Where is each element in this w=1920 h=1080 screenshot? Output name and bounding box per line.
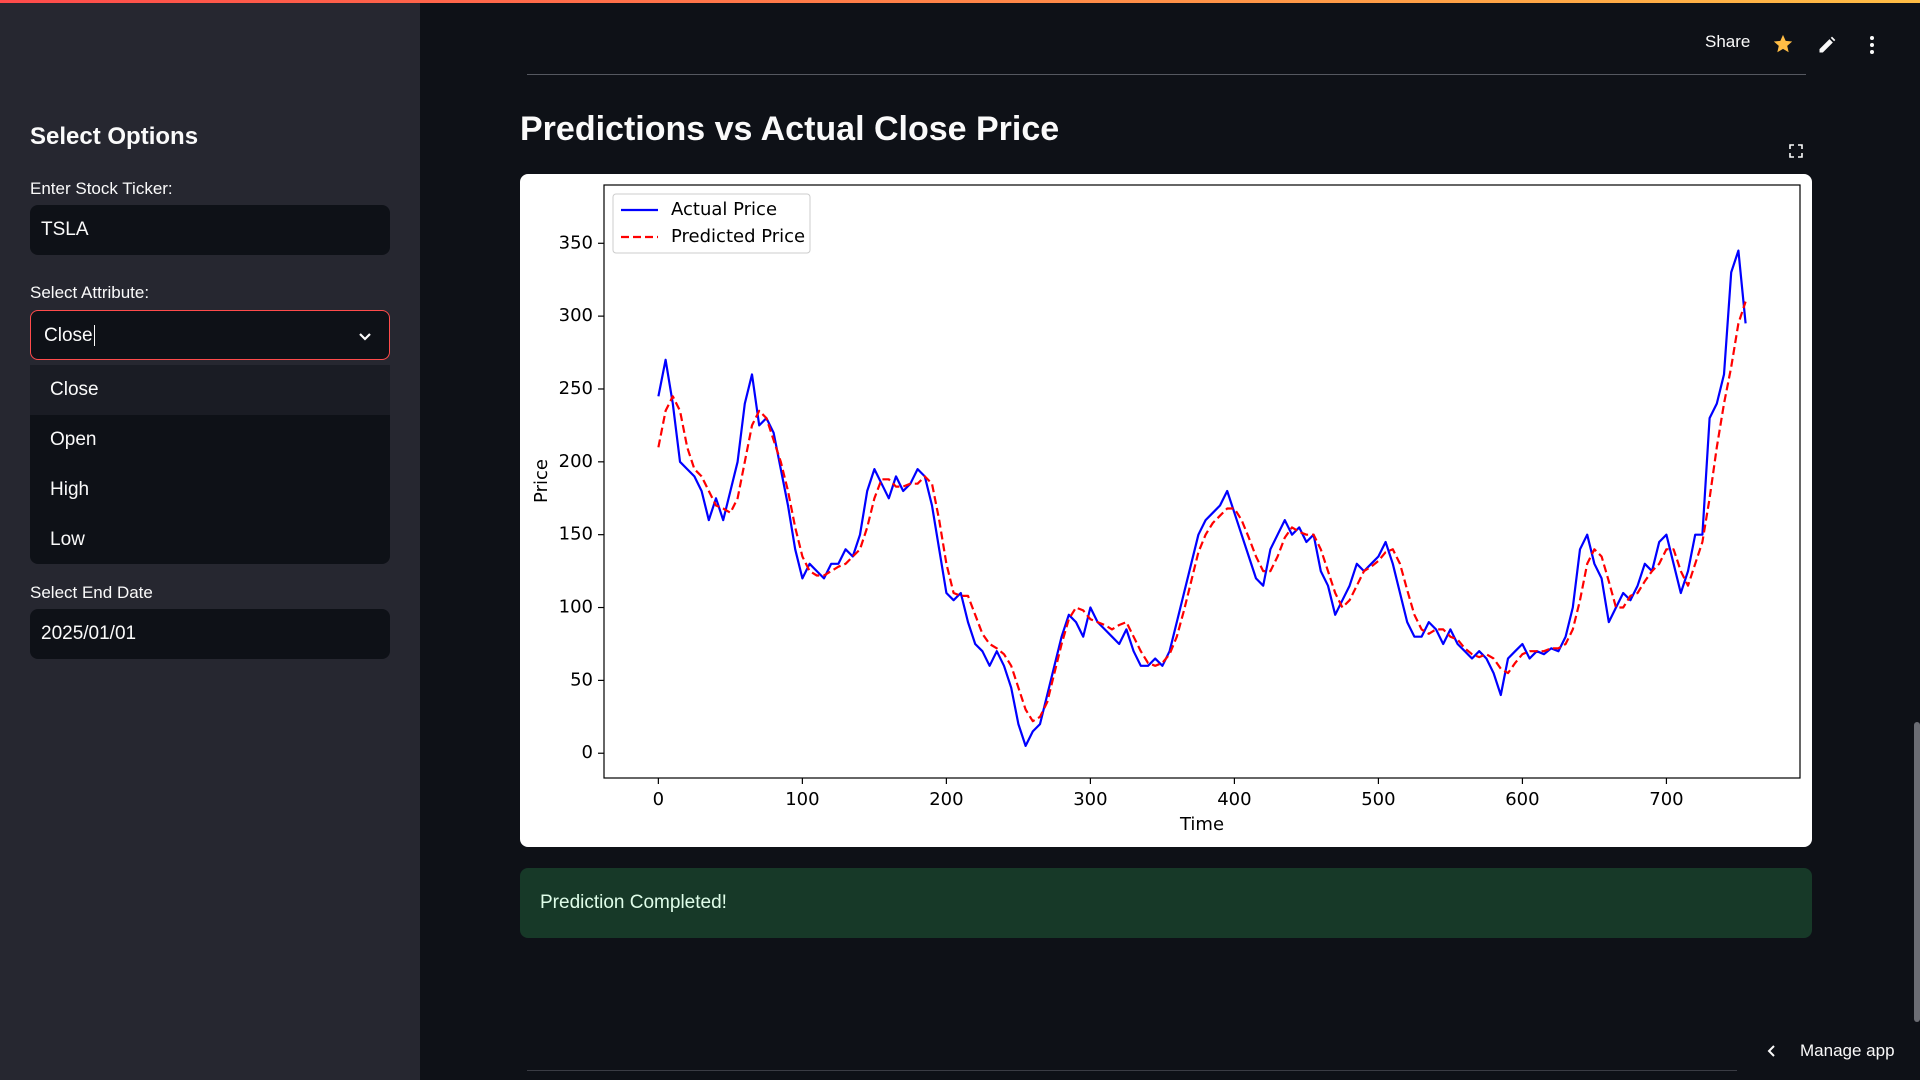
x-tick-label: 0: [653, 789, 664, 810]
divider: [527, 74, 1806, 75]
dropdown-option[interactable]: High: [50, 479, 90, 500]
x-tick-label: 100: [785, 789, 819, 810]
y-tick-label: 150: [559, 524, 593, 545]
y-axis-label: Price: [531, 459, 552, 503]
y-tick-label: 250: [559, 378, 593, 399]
fullscreen-icon[interactable]: [1788, 143, 1804, 159]
ticker-label: Enter Stock Ticker:: [30, 179, 173, 198]
dropdown-option[interactable]: Close: [30, 365, 390, 415]
sidebar-title: Select Options: [30, 123, 199, 150]
star-icon[interactable]: [1772, 33, 1794, 55]
legend-box: [612, 193, 811, 254]
top-bar: [0, 0, 1920, 3]
data-line: [657, 249, 1747, 747]
x-axis-label: Time: [1179, 814, 1224, 835]
menu-icon[interactable]: [1862, 35, 1882, 55]
dropdown-menu: Close Open High Low: [30, 365, 390, 564]
x-tick-label: 600: [1505, 789, 1539, 810]
y-tick-label: 200: [559, 451, 593, 472]
attribute-label: Select Attribute:: [30, 283, 150, 302]
dropdown-option[interactable]: Low: [50, 529, 85, 550]
y-tick-label: 50: [570, 669, 593, 690]
chevron-icon[interactable]: [1764, 1043, 1780, 1059]
end-date-input[interactable]: 2025/01/01: [30, 609, 390, 659]
data-line: [657, 301, 1747, 723]
edit-icon[interactable]: [1817, 35, 1837, 55]
attribute-value: Close: [44, 325, 93, 346]
divider: [527, 1070, 1737, 1071]
x-tick-label: 500: [1361, 789, 1395, 810]
end-date-label: Select End Date: [30, 583, 153, 602]
legend-label: Predicted Price: [671, 226, 805, 247]
y-tick-label: 100: [559, 597, 593, 618]
success-alert: Prediction Completed!: [520, 868, 1812, 938]
y-tick-label: 300: [559, 305, 593, 326]
x-tick-label: 200: [929, 789, 963, 810]
dropdown-option[interactable]: Open: [50, 429, 97, 450]
legend-label: Actual Price: [671, 199, 777, 220]
x-tick-label: 700: [1649, 789, 1683, 810]
manage-app-button[interactable]: Manage app: [1800, 1041, 1895, 1060]
sidebar: Select Options Enter Stock Ticker: TSLA …: [0, 3, 420, 1080]
share-button[interactable]: Share: [1705, 32, 1751, 51]
attribute-select[interactable]: Close: [30, 310, 390, 360]
chart: Time Price 0 100 200 300 400 500 600 700 0 50 100 1…: [531, 184, 1801, 835]
y-tick-label: 350: [559, 232, 593, 253]
x-tick-label: 400: [1217, 789, 1251, 810]
ticker-input[interactable]: TSLA: [30, 205, 390, 255]
cursor: [93, 325, 95, 346]
x-tick-label: 300: [1073, 789, 1107, 810]
dropdown-caret: [359, 333, 371, 341]
plot-frame: [603, 184, 1801, 779]
y-tick-label: 0: [582, 742, 593, 763]
page-title: Predictions vs Actual Close Price: [520, 110, 1060, 148]
chart-card: Time Price 0 100 200 300 400 500 600 700 0 50 100 1…: [520, 174, 1812, 847]
scrollbar[interactable]: [1914, 722, 1920, 1022]
